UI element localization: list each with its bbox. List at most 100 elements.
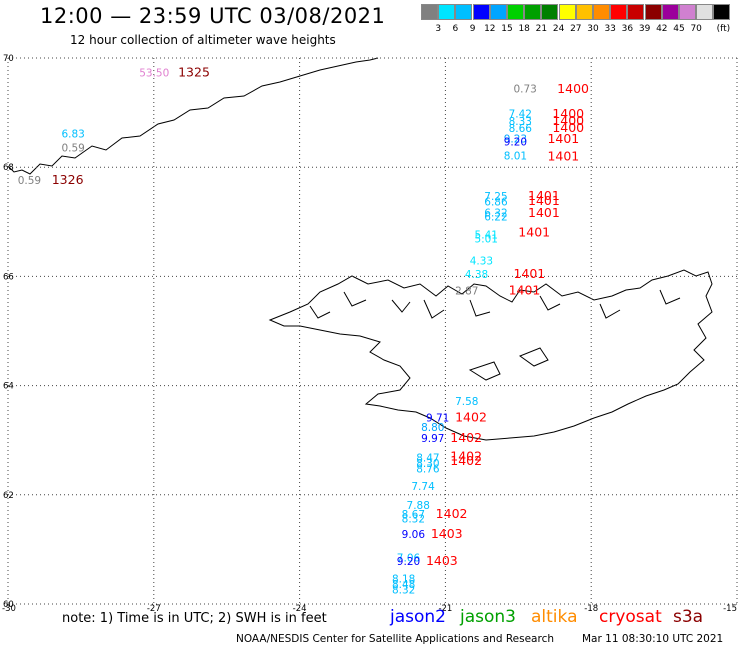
scale-swatch <box>661 4 679 20</box>
swh-value: 0.73 <box>513 84 536 96</box>
satellite-legend-s3a: s3a <box>673 607 704 627</box>
pass-time-label: 1400 <box>552 106 584 121</box>
scale-label: 36 <box>621 24 634 34</box>
scale-label: 9 <box>469 24 476 34</box>
satellite-legend-cryosat: cryosat <box>599 607 662 627</box>
swh-value: 8.80 <box>421 422 444 434</box>
swh-value: 9.20 <box>504 137 527 149</box>
scale-label: 42 <box>656 24 668 34</box>
scale-swatch <box>472 4 490 20</box>
swh-value: 6.86 <box>484 197 508 209</box>
swh-value: 7.25 <box>484 191 507 203</box>
scale-label: 15 <box>501 24 513 34</box>
scale-swatch <box>524 4 542 20</box>
swh-value: 9.97 <box>421 433 444 445</box>
lon-tick-label: -15 <box>723 604 737 614</box>
scale-swatch <box>644 4 662 20</box>
lon-tick-label: -30 <box>2 604 16 614</box>
pass-time-label: 1401 <box>528 188 560 203</box>
pass-time-label: 1403 <box>426 553 458 568</box>
lon-tick-label: -21 <box>438 604 452 614</box>
lat-tick-label: 68 <box>3 163 14 173</box>
swh-value: 8.66 <box>509 123 533 135</box>
pass-time-label: 1401 <box>518 225 550 240</box>
scale-label: 21 <box>535 24 548 34</box>
scale-swatch <box>627 4 645 20</box>
satellite-legend-jason2: jason2 <box>390 607 446 627</box>
scale-label: 6 <box>452 24 459 34</box>
swh-value: 2.87 <box>455 286 478 298</box>
swh-value: 8.67 <box>402 509 425 521</box>
scale-label: 33 <box>604 24 616 34</box>
swh-value: 9.06 <box>402 529 426 541</box>
swh-value: 7.06 <box>397 553 421 565</box>
scale-units: (ft) <box>716 24 731 34</box>
pass-time-label: 1401 <box>547 148 579 163</box>
scale-swatch <box>507 4 524 20</box>
scale-swatch <box>696 4 714 20</box>
swh-value: 8.33 <box>509 116 532 128</box>
scale-swatch <box>679 4 696 20</box>
swh-value: 5.01 <box>475 234 498 246</box>
swh-value: 7.42 <box>509 109 532 121</box>
footer-timestamp: Mar 11 08:30:10 UTC 2021 <box>582 633 724 645</box>
scale-label: 39 <box>638 24 651 34</box>
scale-swatch <box>575 4 593 20</box>
coastline <box>7 57 713 441</box>
scale-label: 18 <box>518 24 530 34</box>
swh-value: 4.33 <box>470 256 493 268</box>
footer-credit: NOAA/NESDIS Center for Satellite Applica… <box>236 633 554 645</box>
pass-time-label: 1402 <box>436 506 468 521</box>
scale-swatch <box>713 4 731 20</box>
pass-time-label: 1401 <box>513 266 545 281</box>
swh-value: 7.74 <box>411 481 435 493</box>
pass-time-label: 1325 <box>178 65 210 80</box>
scale-swatch <box>541 4 559 20</box>
pass-time-label: 1401 <box>528 193 560 208</box>
pass-time-label: 1401 <box>528 205 560 220</box>
scale-swatch <box>610 4 628 20</box>
swh-value: 7.58 <box>455 396 478 408</box>
swh-value: 8.32 <box>392 584 415 596</box>
swh-value: 8.32 <box>402 513 425 525</box>
swh-value: 8.76 <box>416 464 440 476</box>
swh-value: 53.50 <box>139 68 169 80</box>
scale-swatch <box>558 4 576 20</box>
swh-value: 8.01 <box>504 151 527 163</box>
pass-times: 1325132614001400140014001401140114011401… <box>52 65 589 568</box>
swh-value: 6.22 <box>484 211 507 223</box>
scale-label: 30 <box>587 24 599 34</box>
swh-value: 5.41 <box>475 229 498 241</box>
swh-value: 6.83 <box>61 128 84 140</box>
page-title: 12:00 — 23:59 UTC 03/08/2021 <box>40 4 386 28</box>
lat-tick-label: 66 <box>3 272 14 282</box>
pass-time-label: 1402 <box>450 453 482 468</box>
scale-swatch <box>421 4 438 20</box>
scale-label: 3 <box>435 24 442 34</box>
scale-swatch <box>593 4 610 20</box>
pass-time-label: 1402 <box>455 409 487 424</box>
pass-time-label: 1400 <box>552 113 584 128</box>
scale-label: 24 <box>552 24 565 34</box>
scale-label: 27 <box>570 24 582 34</box>
lat-tick-label: 60 <box>3 600 14 610</box>
swh-value: 8.30 <box>416 458 439 470</box>
lon-tick-label: -24 <box>293 604 307 614</box>
pass-time-label: 1403 <box>431 526 463 541</box>
scale-label: 12 <box>484 24 496 34</box>
swh-value: 8.47 <box>416 453 439 465</box>
pass-time-label: 1401 <box>509 283 541 298</box>
lat-tick-label: 64 <box>3 382 14 392</box>
swh-value: 9.71 <box>426 412 449 424</box>
iceland-fjord-detail <box>309 289 681 381</box>
swh-value: 0.59 <box>61 143 84 155</box>
swh-value: 9.20 <box>397 556 420 568</box>
satellite-legend-altika: altika <box>531 607 578 627</box>
scale-label: 45 <box>673 24 685 34</box>
lon-tick-label: -18 <box>584 604 598 614</box>
pass-time-label: 1326 <box>52 172 84 187</box>
swh-value: 8.18 <box>392 573 415 585</box>
scale-swatch <box>489 4 507 20</box>
swh-value: 0.59 <box>18 175 41 187</box>
